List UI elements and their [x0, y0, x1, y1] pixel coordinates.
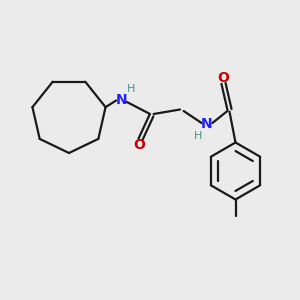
- Text: N: N: [116, 94, 127, 107]
- Text: N: N: [201, 118, 213, 131]
- Text: O: O: [134, 138, 146, 152]
- Text: H: H: [194, 131, 202, 141]
- Text: H: H: [127, 84, 135, 94]
- Text: O: O: [218, 71, 230, 85]
